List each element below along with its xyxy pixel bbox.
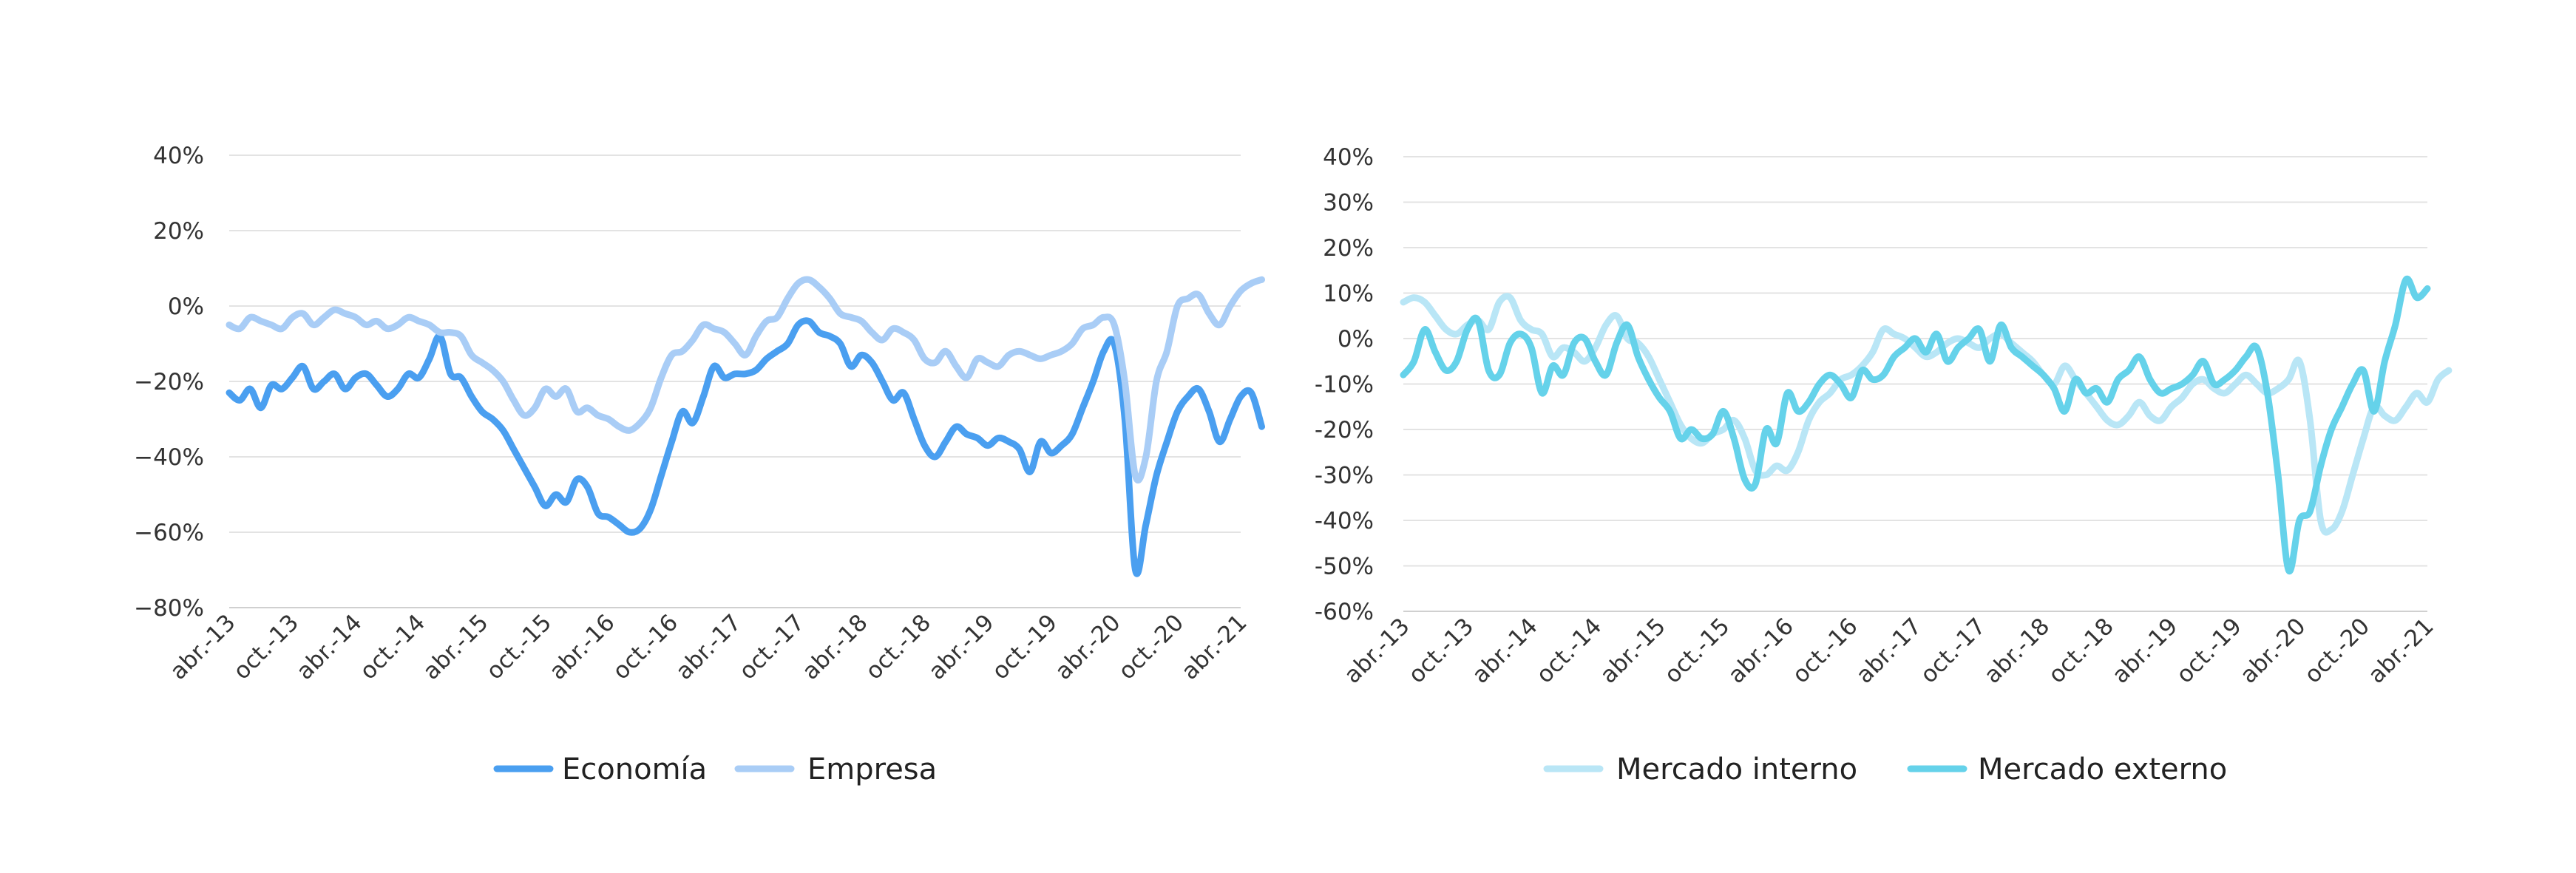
- x-tick-label: oct.-13: [228, 609, 304, 685]
- y-tick-label: 20%: [153, 218, 204, 245]
- y-tick-label: -30%: [1315, 463, 1374, 489]
- y-tick-label: 0%: [1338, 326, 1374, 353]
- x-tick-label: oct.-15: [481, 609, 557, 685]
- x-tick-label: oct.-15: [1659, 613, 1735, 688]
- y-tick-label: -40%: [1315, 508, 1374, 534]
- series-line-mercado-externo: [1400, 275, 2431, 575]
- x-tick-label: oct.-20: [1114, 609, 1189, 685]
- y-tick-label: 0%: [168, 293, 204, 320]
- x-tick-label: abr.-21: [2363, 613, 2439, 689]
- x-tick-label: oct.-16: [1787, 613, 1862, 688]
- x-tick-label: oct.-18: [861, 609, 936, 685]
- x-tick-label: oct.-19: [2172, 613, 2247, 688]
- legend-label-economia: Economía: [562, 753, 707, 787]
- y-tick-label: 10%: [1323, 281, 1374, 308]
- x-tick-label: abr.-14: [1467, 613, 1543, 689]
- series-line-empresa: [226, 276, 1265, 484]
- x-tick-label: oct.-19: [987, 609, 1062, 685]
- y-tick-label: −20%: [134, 369, 204, 395]
- x-tick-label: abr.-20: [1050, 609, 1126, 685]
- x-tick-label: abr.-15: [418, 609, 494, 685]
- x-tick-label: oct.-17: [734, 609, 810, 685]
- x-tick-label: oct.-14: [355, 609, 430, 685]
- y-tick-label: 20%: [1323, 235, 1374, 262]
- legend-label-mercado-interno: Mercado interno: [1616, 753, 1857, 787]
- x-tick-label: abr.-21: [1176, 609, 1253, 685]
- x-tick-label: abr.-19: [923, 609, 1000, 685]
- legend-label-mercado-externo: Mercado externo: [1978, 753, 2227, 787]
- x-tick-label: abr.-14: [291, 609, 367, 685]
- y-tick-label: -20%: [1315, 417, 1374, 444]
- x-tick-label: oct.-16: [608, 609, 683, 685]
- x-tick-label: abr.-18: [797, 609, 873, 685]
- x-tick-label: abr.-16: [1723, 613, 1799, 689]
- chart-mercado-interno-externo: 40% 30% 20% 10% 0% -10% -20% -30% -40% -50% -60% ab…: [1315, 144, 2453, 787]
- series-line-economia: [226, 317, 1265, 577]
- y-tick-label: −40%: [134, 444, 204, 471]
- y-tick-label: -50%: [1315, 554, 1374, 580]
- x-tick-label: abr.-18: [1979, 613, 2055, 689]
- y-tick-label: -60%: [1315, 599, 1374, 625]
- y-tick-label: −60%: [134, 520, 204, 546]
- x-tick-label: abr.-17: [671, 609, 747, 685]
- x-tick-label: oct.-17: [1915, 613, 1990, 688]
- x-tick-label: abr.-15: [1595, 613, 1671, 689]
- x-tick-label: oct.-13: [1403, 613, 1479, 688]
- x-tick-label: oct.-18: [2044, 613, 2119, 688]
- y-tick-label: −80%: [134, 595, 204, 622]
- x-tick-label: abr.-20: [2235, 613, 2311, 689]
- y-tick-label: 40%: [153, 143, 204, 169]
- y-tick-label: -10%: [1315, 372, 1374, 398]
- legend-label-empresa: Empresa: [807, 753, 937, 787]
- y-tick-label: 30%: [1323, 190, 1374, 217]
- x-tick-label: abr.-17: [1851, 613, 1928, 689]
- y-tick-label: 40%: [1323, 144, 1374, 171]
- x-tick-label: oct.-14: [1531, 613, 1607, 688]
- x-tick-label: oct.-20: [2299, 613, 2375, 688]
- x-tick-label: abr.-16: [544, 609, 620, 685]
- series-line-mercado-interno: [1400, 293, 2453, 536]
- x-tick-label: abr.-19: [2107, 613, 2183, 689]
- chart-economia-empresa: 40%20%0%−20%−40%−60%−80%abr.-13oct.-13ab…: [134, 143, 1265, 787]
